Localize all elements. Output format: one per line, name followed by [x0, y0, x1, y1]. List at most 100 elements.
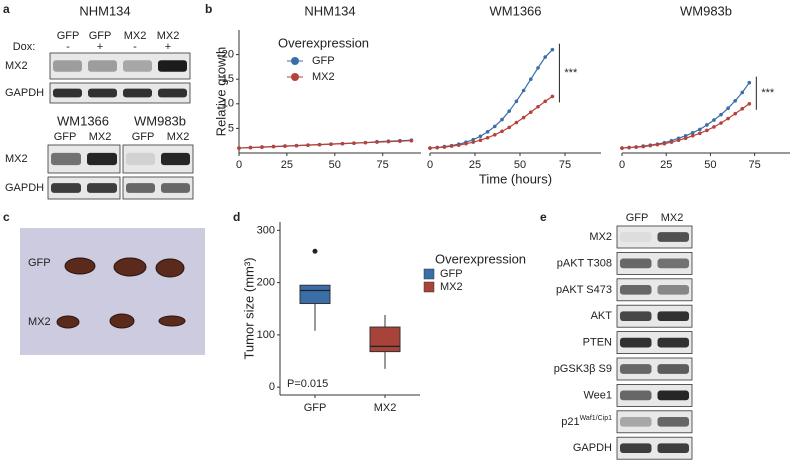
point	[294, 143, 299, 148]
band	[87, 183, 117, 193]
x-tick-label: MX2	[374, 402, 397, 414]
band	[657, 258, 689, 269]
band	[123, 60, 152, 72]
band	[53, 88, 82, 98]
box	[369, 326, 401, 353]
point	[690, 133, 695, 138]
point	[306, 143, 310, 147]
point	[478, 138, 483, 143]
label: MX2	[5, 60, 28, 72]
blot	[616, 225, 693, 249]
point	[543, 55, 547, 59]
band	[158, 60, 187, 72]
y-tick-label: 300	[257, 224, 275, 236]
point	[698, 127, 702, 132]
label: GFP	[89, 30, 112, 42]
row-label: MX2	[589, 231, 612, 243]
panel-letter: c	[3, 210, 10, 224]
blot	[616, 304, 693, 328]
point	[705, 128, 709, 133]
blot	[616, 251, 693, 275]
point	[683, 133, 688, 138]
point	[352, 141, 356, 145]
label: NHM134	[79, 3, 130, 18]
point	[428, 146, 432, 150]
point	[543, 99, 547, 104]
point	[747, 102, 752, 106]
label: GFP	[626, 212, 649, 224]
label: +	[97, 41, 103, 53]
x-tick-label: 0	[236, 159, 242, 171]
row-label: pGSK3β S9	[554, 363, 612, 375]
point	[662, 141, 667, 146]
band	[620, 258, 652, 269]
x-tick-label: 25	[281, 159, 293, 171]
x-tick-label: 75	[559, 159, 571, 171]
point	[719, 121, 723, 125]
point	[648, 143, 653, 148]
point	[705, 123, 709, 127]
point	[442, 145, 447, 149]
point	[386, 139, 391, 144]
row-label: p21Waf1/Cip1	[561, 415, 612, 428]
point	[550, 94, 555, 99]
label: MX2	[167, 131, 190, 143]
band	[620, 443, 652, 454]
point	[248, 145, 253, 150]
point	[514, 120, 519, 125]
point	[464, 141, 468, 146]
label: MX2	[124, 30, 147, 42]
blot	[616, 331, 693, 355]
blot	[616, 436, 693, 460]
legend-marker	[291, 73, 299, 81]
annotation: ***	[761, 87, 775, 99]
point	[375, 140, 379, 144]
band	[620, 337, 652, 348]
band	[657, 337, 689, 348]
point	[363, 140, 368, 145]
point	[237, 146, 241, 150]
x-tick-label: 25	[469, 159, 481, 171]
point	[683, 136, 688, 141]
band	[126, 152, 155, 166]
y-tick-label: 10	[222, 98, 234, 110]
y-tick-label: 0	[269, 381, 275, 393]
row-label-main: AKT	[591, 310, 613, 322]
point	[529, 77, 533, 81]
legend-title: Overexpression	[278, 35, 369, 50]
point	[485, 135, 490, 140]
point	[620, 146, 624, 150]
point	[634, 145, 638, 149]
x-axis-label: Time (hours)	[479, 171, 552, 186]
panel-letter: e	[540, 210, 547, 224]
y-tick-label: 15	[222, 73, 234, 85]
label: MX2	[89, 131, 112, 143]
point	[536, 104, 540, 109]
row-label: pAKT S473	[556, 284, 612, 296]
label: GFP	[132, 131, 155, 143]
point	[398, 139, 402, 143]
x-tick-label: 25	[660, 159, 672, 171]
point	[719, 112, 723, 117]
row-label: AKT	[591, 310, 613, 322]
legend-label: GFP	[440, 268, 463, 280]
label: WM1366	[57, 113, 109, 128]
blot	[616, 357, 693, 381]
label: GFP	[57, 30, 80, 42]
point	[676, 138, 681, 143]
row-label-main: pAKT S473	[556, 284, 612, 296]
point	[507, 109, 512, 113]
tumor-photo	[20, 228, 205, 355]
row-label: Wee1	[583, 389, 612, 401]
band	[657, 390, 689, 401]
x-tick-label: 50	[514, 159, 526, 171]
band	[620, 232, 652, 242]
band	[620, 364, 652, 374]
point	[669, 140, 674, 144]
x-tick-label: 50	[329, 159, 341, 171]
point	[733, 111, 737, 116]
tumors	[56, 257, 186, 329]
row-label: PTEN	[583, 337, 612, 349]
band	[657, 364, 689, 374]
row-label-main: MX2	[589, 231, 612, 243]
